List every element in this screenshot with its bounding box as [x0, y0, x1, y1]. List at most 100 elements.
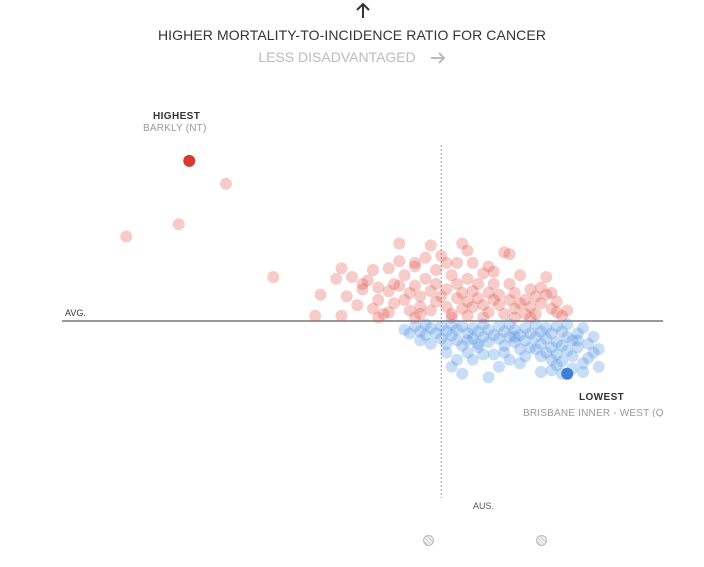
data-point-above-average[interactable] [540, 288, 553, 301]
data-point-above-average[interactable] [120, 230, 133, 243]
carousel-dot-icon[interactable] [423, 535, 434, 546]
data-point-below-average[interactable] [535, 366, 547, 379]
data-point-below-average[interactable] [482, 371, 495, 384]
data-point-below-average[interactable] [550, 359, 563, 371]
data-point-below-average[interactable] [582, 351, 595, 364]
data-point-below-average[interactable] [514, 329, 526, 342]
data-point-above-average[interactable] [524, 283, 537, 296]
data-point-below-average[interactable] [498, 346, 511, 359]
data-point-above-average[interactable] [309, 309, 322, 322]
data-point-below-average[interactable] [503, 330, 516, 343]
data-point-above-average[interactable] [435, 290, 448, 303]
data-point-above-average[interactable] [508, 302, 521, 315]
data-point-above-average[interactable] [529, 290, 542, 303]
data-point-below-average[interactable] [419, 318, 432, 331]
data-point-above-average[interactable] [487, 293, 500, 306]
data-point-above-average[interactable] [498, 307, 511, 320]
data-point-below-average[interactable] [498, 325, 511, 338]
data-point-below-average[interactable] [524, 327, 537, 340]
data-point-below-average[interactable] [403, 327, 416, 340]
data-point-above-average[interactable] [529, 307, 542, 320]
data-point-below-average[interactable] [566, 350, 579, 363]
data-point-above-average[interactable] [451, 292, 463, 305]
data-point-below-average[interactable] [571, 341, 584, 354]
data-point-below-average[interactable] [419, 329, 432, 342]
data-point-below-average[interactable] [587, 330, 600, 343]
data-point-above-average[interactable] [393, 279, 406, 292]
data-point-above-average[interactable] [445, 307, 458, 320]
data-point-below-average[interactable] [514, 357, 526, 370]
data-point-below-average[interactable] [556, 339, 568, 352]
data-point-above-average[interactable] [372, 293, 385, 306]
data-point-below-average[interactable] [493, 332, 505, 345]
data-point-above-average[interactable] [356, 278, 369, 291]
data-point-above-average[interactable] [472, 278, 484, 291]
data-point-above-average[interactable] [382, 285, 395, 298]
data-point-below-average[interactable] [435, 332, 448, 345]
data-point-above-average[interactable] [409, 256, 421, 269]
data-point-below-average[interactable] [472, 337, 484, 350]
data-point-above-average[interactable] [361, 274, 374, 287]
data-point-below-average[interactable] [556, 355, 568, 368]
data-point-below-average[interactable] [477, 348, 490, 361]
data-point-above-average[interactable] [398, 293, 411, 306]
data-point-above-average[interactable] [556, 309, 568, 322]
data-point-above-average[interactable] [424, 285, 437, 298]
data-point-above-average[interactable] [477, 311, 490, 324]
data-point-above-average[interactable] [382, 306, 395, 319]
data-point-below-average[interactable] [456, 339, 469, 352]
data-point-above-average[interactable] [493, 288, 505, 301]
data-point-below-average[interactable] [535, 337, 547, 350]
data-point-above-average[interactable] [267, 271, 280, 283]
data-point-above-average[interactable] [330, 272, 343, 285]
data-point-above-average[interactable] [409, 311, 421, 324]
data-point-below-average[interactable] [550, 336, 563, 349]
data-point-above-average[interactable] [466, 285, 479, 298]
data-point-below-average[interactable] [550, 348, 563, 361]
data-point-below-average[interactable] [577, 357, 589, 370]
data-point-below-average[interactable] [445, 318, 458, 331]
data-point-above-average[interactable] [372, 281, 385, 294]
data-point-below-average[interactable] [592, 343, 605, 356]
data-point-below-average[interactable] [571, 334, 584, 347]
data-point-below-average[interactable] [466, 353, 479, 366]
data-point-above-average[interactable] [414, 290, 427, 303]
data-point-below-average[interactable] [545, 327, 558, 340]
data-point-above-average[interactable] [514, 269, 526, 282]
data-point-above-average[interactable] [430, 278, 442, 291]
data-point-above-average[interactable] [482, 306, 495, 319]
data-point-above-average[interactable] [398, 269, 411, 282]
data-point-below-average[interactable] [451, 334, 463, 347]
data-point-below-average[interactable] [561, 330, 574, 343]
data-point-above-average[interactable] [477, 299, 490, 312]
data-point-below-average[interactable] [409, 320, 421, 333]
data-point-below-average[interactable] [477, 330, 490, 343]
data-point-above-average[interactable] [461, 309, 474, 322]
data-point-above-average[interactable] [461, 295, 474, 308]
data-point-above-average[interactable] [377, 307, 390, 320]
data-point-below-average[interactable] [524, 341, 537, 354]
data-point-above-average[interactable] [409, 260, 421, 273]
carousel-dot-icon[interactable] [536, 535, 547, 546]
data-point-below-average[interactable] [482, 336, 495, 349]
data-point-above-average[interactable] [545, 286, 558, 299]
data-point-below-average[interactable] [508, 330, 521, 343]
data-point-below-average[interactable] [519, 322, 532, 335]
data-point-below-average[interactable] [498, 339, 511, 352]
data-point-below-average[interactable] [566, 334, 579, 347]
data-point-below-average[interactable] [556, 325, 568, 338]
data-point-below-average[interactable] [440, 337, 453, 350]
data-point-above-average[interactable] [440, 300, 453, 313]
data-point-above-average[interactable] [508, 311, 521, 324]
data-point-above-average[interactable] [461, 244, 474, 257]
data-point-above-average[interactable] [445, 311, 458, 324]
data-point-above-average[interactable] [519, 293, 532, 306]
data-point-below-average[interactable] [445, 360, 458, 373]
data-point-below-average[interactable] [582, 337, 595, 350]
data-point-above-average[interactable] [445, 269, 458, 282]
data-point-above-average[interactable] [340, 290, 353, 303]
data-point-above-average[interactable] [498, 246, 511, 259]
data-point-below-average[interactable] [440, 325, 453, 338]
data-point-below-average[interactable] [424, 322, 437, 335]
data-point-below-average[interactable] [577, 366, 589, 379]
